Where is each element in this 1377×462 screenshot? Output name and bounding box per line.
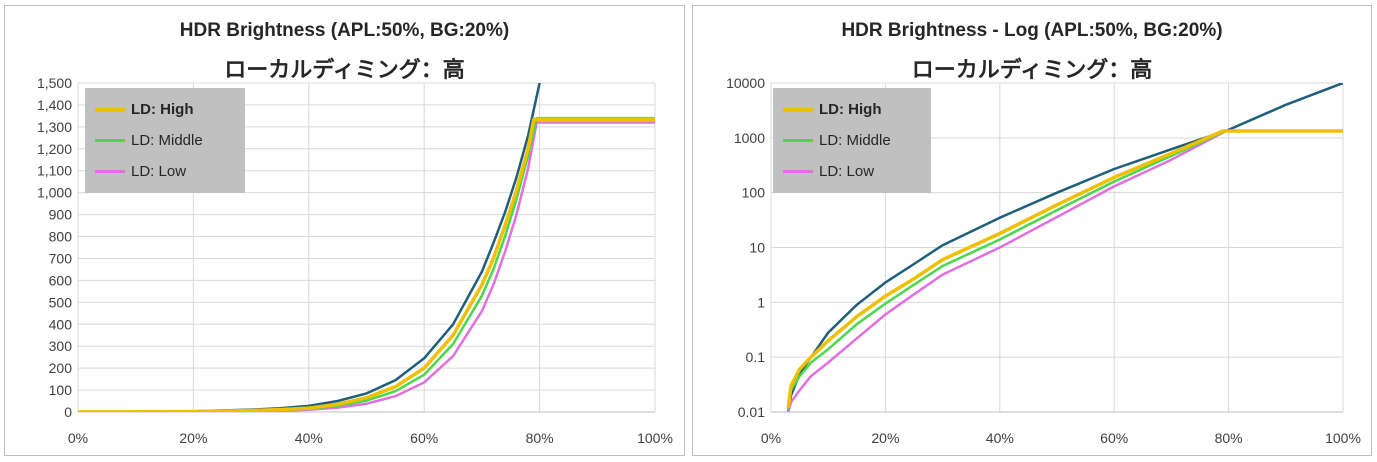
y-tick-label: 600 [49, 272, 73, 288]
y-tick-label: 900 [49, 207, 73, 223]
plot-area-log: 0.01 0.1 1 10 100 1000 10000 0% 20% 40% 60% 80% 100% [726, 75, 1361, 446]
chart-panel-linear: HDR Brightness (APL:50%, BG:20%) ローカルディミ… [4, 5, 685, 456]
x-tick-label: 40% [295, 430, 323, 446]
legend-swatch [95, 107, 125, 112]
y-tick-label: 1,500 [37, 75, 72, 91]
legend: LD: High LD: Middle LD: Low [85, 88, 245, 193]
series-line-ld-low [786, 129, 1343, 412]
legend-swatch [783, 170, 813, 173]
x-tick-label: 20% [871, 430, 899, 446]
legend-swatch [95, 139, 125, 142]
legend-item: LD: Low [783, 156, 921, 187]
y-tick-label: 400 [49, 316, 73, 332]
legend-label: LD: Middle [819, 132, 891, 149]
y-tick-label: 300 [49, 338, 73, 354]
legend-item: LD: High [95, 94, 235, 125]
x-tick-label: 100% [1325, 430, 1361, 446]
legend-label: LD: Low [819, 163, 875, 180]
legend-item: LD: Middle [783, 125, 921, 156]
legend-label: LD: Low [131, 163, 187, 180]
y-tick-label: 10 [749, 240, 765, 256]
y-tick-label: 500 [49, 294, 73, 310]
x-tick-label: 80% [1215, 430, 1243, 446]
x-tick-label: 60% [1100, 430, 1128, 446]
y-tick-label: 1,200 [37, 141, 72, 157]
y-tick-label: 100 [742, 185, 766, 201]
x-tick-label: 0% [68, 430, 88, 446]
chart-title: HDR Brightness (APL:50%, BG:20%) [179, 20, 510, 41]
x-tick-label: 0% [761, 430, 781, 446]
y-tick-label: 1,400 [37, 97, 72, 113]
series-line-ld-high [78, 117, 655, 412]
plot-area-linear: 0 100 200 300 400 500 600 700 800 900 1,000 1,100 1,… [37, 75, 673, 446]
chart-panel-log: HDR Brightness - Log (APL:50%, BG:20%) ロ… [692, 5, 1372, 456]
chart-title: HDR Brightness - Log (APL:50%, BG:20%) [841, 20, 1223, 41]
y-tick-label: 10000 [726, 75, 765, 91]
y-tick-label: 1,100 [37, 163, 72, 179]
y-tick-label: 1 [757, 294, 765, 310]
legend-item: LD: High [783, 94, 921, 125]
y-tick-label: 800 [49, 229, 73, 245]
series-line-ld-middle [786, 129, 1343, 410]
y-tick-label: 1,300 [37, 119, 72, 135]
y-tick-label: 0.01 [738, 404, 765, 420]
series-line-ld-high [786, 129, 1343, 408]
x-tick-label: 40% [986, 430, 1014, 446]
chart-subtitle: ローカルディミング：高 [224, 57, 465, 82]
legend-swatch [95, 170, 125, 173]
y-tick-label: 0 [64, 404, 72, 420]
x-tick-label: 60% [410, 430, 438, 446]
legend-swatch [783, 107, 813, 112]
x-tick-label: 100% [637, 430, 673, 446]
y-tick-label: 1,000 [37, 185, 72, 201]
y-tick-label: 200 [49, 360, 73, 376]
series-line-reference [78, 83, 541, 412]
y-tick-label: 100 [49, 382, 73, 398]
legend-label: LD: High [131, 101, 194, 118]
x-tick-label: 80% [526, 430, 554, 446]
y-tick-label: 0.1 [746, 349, 766, 365]
x-tick-label: 20% [179, 430, 207, 446]
legend-label: LD: High [819, 101, 882, 118]
legend-item: LD: Middle [95, 125, 235, 156]
y-tick-label: 700 [49, 250, 73, 266]
legend-item: LD: Low [95, 156, 235, 187]
legend: LD: High LD: Middle LD: Low [773, 88, 931, 193]
y-tick-label: 1000 [734, 130, 765, 146]
legend-swatch [783, 139, 813, 142]
chart-subtitle: ローカルディミング：高 [911, 57, 1153, 82]
legend-label: LD: Middle [131, 132, 203, 149]
